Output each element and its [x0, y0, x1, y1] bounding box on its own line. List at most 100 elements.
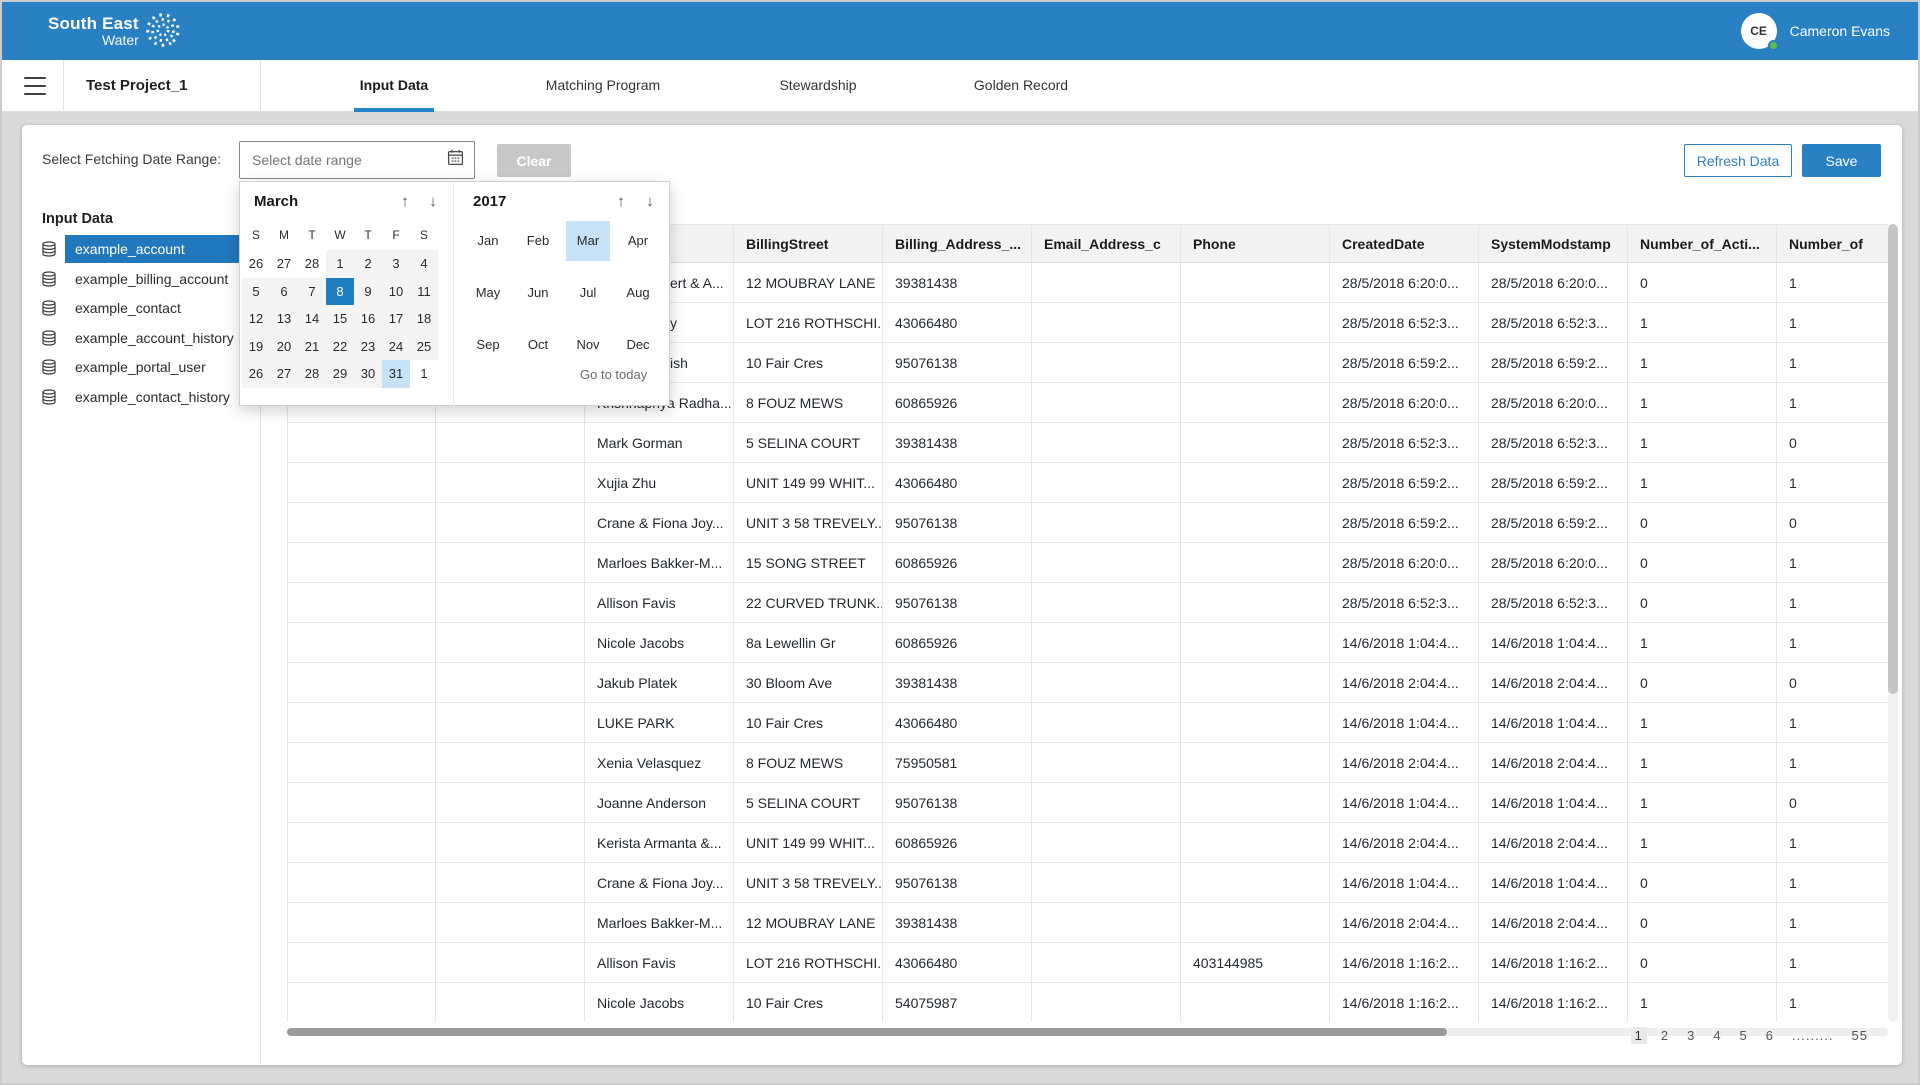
calendar-day[interactable]: 21 — [298, 332, 326, 360]
user-menu[interactable]: CE Cameron Evans — [1740, 13, 1890, 51]
calendar-day[interactable]: 28 — [304, 256, 320, 271]
calendar-month-jan[interactable]: Jan — [477, 233, 499, 248]
page-number-6[interactable]: 6 — [1765, 1028, 1775, 1043]
column-header-phone[interactable]: Phone — [1180, 224, 1330, 263]
calendar-day[interactable]: 6 — [270, 277, 298, 305]
calendar-month-nov[interactable]: Nov — [576, 337, 600, 352]
page-number-5[interactable]: 5 — [1739, 1028, 1748, 1043]
calendar-month-feb[interactable]: Feb — [526, 233, 550, 248]
calendar-day[interactable]: 3 — [382, 250, 410, 278]
calendar-day[interactable]: 30 — [354, 360, 382, 388]
go-to-today-link[interactable]: Go to today — [580, 367, 648, 382]
calendar-day[interactable]: 20 — [270, 332, 298, 360]
calendar-day[interactable]: 27 — [276, 256, 292, 271]
column-header-number-of[interactable]: Number_of — [1776, 224, 1888, 263]
table-row[interactable]: Allison Favis LOT 216 ROTHSCHI... 43066480… — [287, 942, 1888, 983]
hamburger-menu-icon[interactable] — [24, 77, 46, 95]
calendar-month-oct[interactable]: Oct — [527, 337, 549, 352]
page-number-55[interactable]: 55 — [1851, 1028, 1868, 1043]
calendar-day[interactable]: 12 — [242, 305, 270, 333]
calendar-day[interactable]: 18 — [410, 305, 438, 333]
calendar-month-sep[interactable]: Sep — [476, 337, 500, 352]
table-row[interactable]: Nicole Jacobs 8a Lewellin Gr 60865926 14/6/… — [287, 622, 1888, 663]
calendar-day[interactable]: 25 — [410, 332, 438, 360]
calendar-day[interactable]: 23 — [354, 332, 382, 360]
clear-button[interactable]: Clear — [497, 144, 571, 177]
sidebar-item-example_account[interactable]: example_account — [42, 235, 240, 263]
column-header-billingstreet[interactable]: BillingStreet — [733, 224, 883, 263]
table-row[interactable]: Allison Favis 22 CURVED TRUNK... 95076138 2… — [287, 582, 1888, 623]
sidebar-item-example_billing_account[interactable]: example_billing_account — [42, 265, 240, 293]
date-range-text-input[interactable] — [252, 152, 447, 168]
calendar-day[interactable]: 14 — [298, 305, 326, 333]
previous-month-arrow-icon[interactable]: ↑ — [401, 193, 409, 210]
calendar-icon[interactable] — [447, 149, 464, 171]
table-row[interactable]: Crane & Fiona Joy... UNIT 3 58 TREVELY...… — [287, 502, 1888, 543]
avatar[interactable]: CE — [1740, 13, 1779, 51]
column-header-email-address-c[interactable]: Email_Address_c — [1031, 224, 1181, 263]
table-row[interactable]: Mark Gorman 5 SELINA COURT 39381438 28/5/20… — [287, 422, 1888, 463]
calendar-day[interactable]: 28 — [298, 360, 326, 388]
calendar-day[interactable]: 1 — [420, 366, 428, 381]
tab-stewardship[interactable]: Stewardship — [779, 77, 857, 93]
table-row[interactable]: Nicole Jacobs 10 Fair Cres 54075987 14/6/20… — [287, 982, 1888, 1022]
sidebar-item-example_portal_user[interactable]: example_portal_user — [42, 353, 240, 381]
previous-year-arrow-icon[interactable]: ↑ — [617, 193, 625, 210]
calendar-day[interactable]: 29 — [326, 360, 354, 388]
table-row[interactable]: Marloes Bakker-M... 12 MOUBRAY LANE 393814… — [287, 902, 1888, 943]
table-row[interactable]: Xenia Velasquez 8 FOUZ MEWS 75950581 14/6/2… — [287, 742, 1888, 783]
table-row[interactable]: Marloes Bakker-M... 15 SONG STREET 6086592… — [287, 542, 1888, 583]
sidebar-item-example_contact[interactable]: example_contact — [42, 294, 240, 322]
calendar-day[interactable]: 31 — [382, 360, 410, 388]
next-year-arrow-icon[interactable]: ↓ — [646, 193, 654, 210]
calendar-day[interactable]: 16 — [354, 305, 382, 333]
calendar-day[interactable]: 9 — [354, 277, 382, 305]
page-number-3[interactable]: 3 — [1687, 1028, 1696, 1043]
calendar-day[interactable]: 24 — [382, 332, 410, 360]
calendar-day[interactable]: 7 — [298, 277, 326, 305]
save-button[interactable]: Save — [1802, 144, 1881, 177]
tab-matching-program[interactable]: Matching Program — [545, 77, 661, 93]
calendar-day[interactable]: 19 — [242, 332, 270, 360]
calendar-month-dec[interactable]: Dec — [626, 337, 650, 352]
calendar-day[interactable]: 8 — [326, 277, 354, 305]
tab-input-data[interactable]: Input Data — [319, 60, 469, 112]
calendar-day[interactable]: 27 — [270, 360, 298, 388]
calendar-day[interactable]: 17 — [382, 305, 410, 333]
table-row[interactable]: Xujia Zhu UNIT 149 99 WHIT... 43066480 28/5… — [287, 462, 1888, 503]
calendar-day[interactable]: 11 — [410, 277, 438, 305]
tab-golden-record[interactable]: Golden Record — [973, 77, 1069, 93]
calendar-day[interactable]: 26 — [242, 360, 270, 388]
calendar-day[interactable]: 13 — [270, 305, 298, 333]
column-header-number-of-acti-[interactable]: Number_of_Acti... — [1627, 224, 1777, 263]
column-header-billing-address-[interactable]: Billing_Address_... — [882, 224, 1032, 263]
calendar-month-apr[interactable]: Apr — [627, 233, 649, 248]
vertical-scrollbar-thumb[interactable] — [1888, 224, 1898, 694]
calendar-month-jun[interactable]: Jun — [527, 285, 549, 300]
column-header-systemmodstamp[interactable]: SystemModstamp — [1478, 224, 1628, 263]
table-row[interactable]: LUKE PARK 10 Fair Cres 43066480 14/6/2018 1… — [287, 702, 1888, 743]
calendar-month-jul[interactable]: Jul — [579, 285, 597, 300]
sidebar-item-example_contact_history[interactable]: example_contact_history — [42, 383, 240, 411]
calendar-day[interactable]: 26 — [248, 256, 264, 271]
page-number-4[interactable]: 4 — [1713, 1028, 1722, 1043]
calendar-month-mar[interactable]: Mar — [566, 221, 610, 261]
refresh-data-button[interactable]: Refresh Data — [1684, 144, 1792, 177]
calendar-day[interactable]: 2 — [354, 250, 382, 278]
calendar-day[interactable]: 10 — [382, 277, 410, 305]
page-number-1[interactable]: 1 — [1630, 1027, 1647, 1044]
table-row[interactable]: Jakub Platek 30 Bloom Ave 39381438 14/6/201… — [287, 662, 1888, 703]
table-row[interactable]: Kerista Armanta &... UNIT 149 99 WHIT... 6… — [287, 822, 1888, 863]
page-number-2[interactable]: 2 — [1660, 1028, 1670, 1043]
table-row[interactable]: Crane & Fiona Joy... UNIT 3 58 TREVELY...… — [287, 862, 1888, 903]
calendar-month-aug[interactable]: Aug — [626, 285, 650, 300]
calendar-day[interactable]: 22 — [326, 332, 354, 360]
calendar-day[interactable]: 15 — [326, 305, 354, 333]
date-range-input[interactable] — [239, 141, 475, 179]
calendar-day[interactable]: 1 — [326, 250, 354, 278]
table-row[interactable]: Joanne Anderson 5 SELINA COURT 95076138 14/… — [287, 782, 1888, 823]
sidebar-item-example_account_history[interactable]: example_account_history — [42, 324, 244, 352]
next-month-arrow-icon[interactable]: ↓ — [429, 193, 437, 210]
horizontal-scrollbar-thumb[interactable] — [287, 1028, 1447, 1036]
calendar-day[interactable]: 4 — [410, 250, 438, 278]
